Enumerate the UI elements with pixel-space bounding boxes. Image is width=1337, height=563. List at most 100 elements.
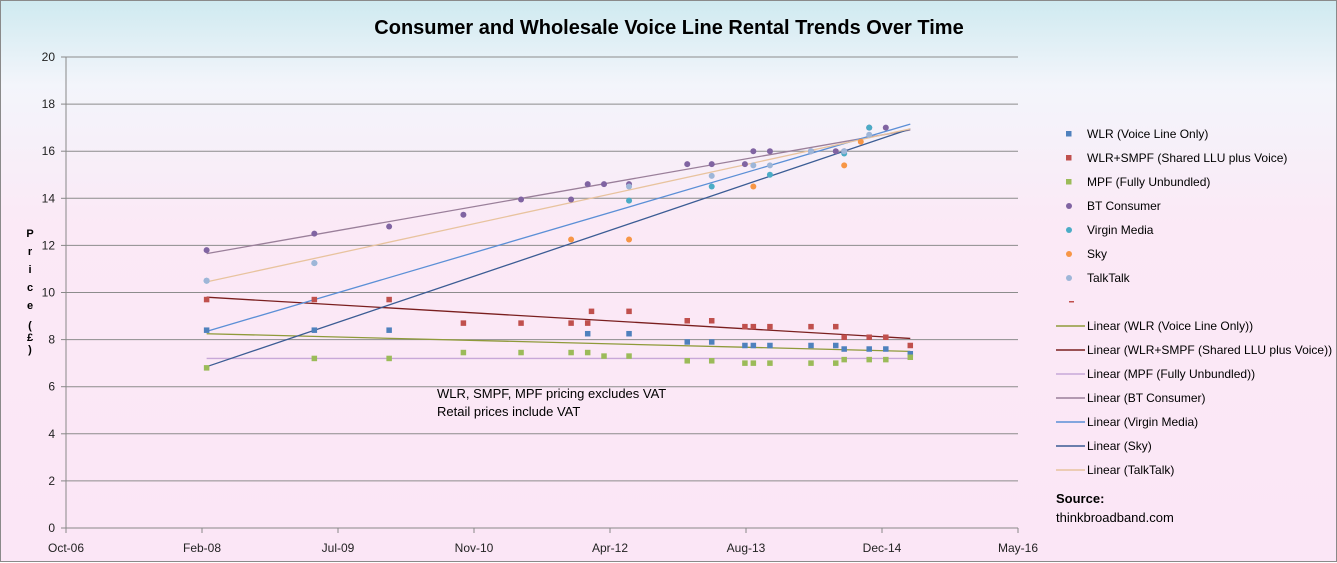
legend-label-wlr-voice-line-only: WLR (Voice Line Only) [1087,127,1208,141]
point-bt-consumer [750,148,757,155]
point-virgin-media [626,197,633,204]
y-tick-label: 14 [42,191,56,205]
point-wlr-smpf-shared-llu-plus-voice [866,334,872,340]
point-wlr-smpf-shared-llu-plus-voice [203,296,210,303]
point-wlr-voice-line-only [386,327,392,333]
point-talktalk [750,162,757,169]
legend-label-linear-mpf-fully-unbundled: Linear (MPF (Fully Unbundled)) [1087,367,1255,381]
point-talktalk [203,277,210,284]
legend-label-linear-talktalk: Linear (TalkTalk) [1087,463,1174,477]
legend-label-linear-wlr-voice-line-only: Linear (WLR (Voice Line Only)) [1087,319,1253,333]
legend-label-wlr-smpf-shared-llu-plus-voice: WLR+SMPF (Shared LLU plus Voice) [1087,151,1287,165]
trendline-linear-wlr-voice-line-only [206,333,911,353]
y-axis-label-char: i [28,264,31,276]
x-tick-label: May-16 [998,541,1038,555]
point-mpf-fully-unbundled [684,358,690,364]
point-sky [626,236,633,243]
point-bt-consumer [708,161,715,168]
point-bt-consumer [832,148,839,155]
point-wlr-smpf-shared-llu-plus-voice [588,308,595,315]
trendline-linear-bt-consumer [206,129,911,255]
point-wlr-voice-line-only [708,339,715,345]
y-axis-label-char: r [28,246,33,258]
y-axis-label-char: P [26,228,33,240]
point-wlr-voice-line-only [584,330,591,337]
legend-label-linear-bt-consumer: Linear (BT Consumer) [1087,391,1206,405]
legend-marker-talktalk [1066,275,1072,281]
legend-label-mpf-fully-unbundled: MPF (Fully Unbundled) [1087,175,1210,189]
point-mpf-fully-unbundled [386,355,392,362]
x-tick-label: Nov-10 [455,541,494,555]
point-wlr-voice-line-only [750,342,757,349]
legend-marker-wlr-voice-line-only [1066,131,1072,137]
x-tick-label: Feb-08 [183,541,221,555]
point-mpf-fully-unbundled [203,365,210,371]
y-tick-label: 8 [48,333,55,347]
y-axis-label-char: £ [27,332,33,344]
point-wlr-voice-line-only [626,330,632,337]
point-wlr-voice-line-only [841,346,847,352]
point-wlr-voice-line-only [203,327,210,333]
point-mpf-fully-unbundled [833,360,839,366]
point-wlr-smpf-shared-llu-plus-voice [750,323,757,330]
point-sky [750,183,757,190]
point-bt-consumer [568,196,575,203]
legend-label-linear-sky: Linear (Sky) [1087,439,1152,453]
y-tick-label: 10 [42,286,56,300]
point-talktalk [866,131,873,138]
trendline-linear-wlr-smpf-shared-llu-plus-voice [206,296,911,340]
axes: 0 2 4 6 8 10 12 14 16 18 20 Oct-06 Feb-08 Jul-09 Nov-1… [42,50,1039,555]
point-mpf-fully-unbundled [601,353,607,359]
annotation-text: WLR, SMPF, MPF pricing excludes VAT [437,386,666,401]
chart-title: Consumer and Wholesale Voice Line Rental… [374,17,963,39]
legend-label-sky: Sky [1087,247,1107,261]
point-wlr-voice-line-only [808,342,814,349]
point-mpf-fully-unbundled [841,356,847,363]
trendlines [206,123,911,368]
legend-marker-virgin-media [1066,227,1072,233]
point-wlr-smpf-shared-llu-plus-voice [767,323,773,330]
source-label: Source: [1056,491,1104,506]
y-tick-label: 6 [48,380,55,394]
point-mpf-fully-unbundled [750,360,757,366]
legend-label-virgin-media: Virgin Media [1087,223,1154,237]
point-sky [568,236,575,243]
point-wlr-voice-line-only [866,346,872,352]
point-mpf-fully-unbundled [708,358,715,364]
y-tick-label: 20 [42,50,56,64]
point-talktalk [841,148,848,155]
y-tick-label: 0 [48,521,55,535]
point-bt-consumer [684,161,691,168]
point-virgin-media [766,171,773,178]
point-mpf-fully-unbundled [742,360,748,366]
y-tick-label: 12 [42,238,56,252]
point-mpf-fully-unbundled [866,356,872,363]
trendline-linear-sky [206,128,911,368]
legend-marker-wlr-smpf-shared-llu-plus-voice [1066,155,1072,161]
point-sky [841,162,848,169]
point-wlr-smpf-shared-llu-plus-voice [684,318,690,324]
point-bt-consumer [386,223,393,230]
x-tick-label: Oct-06 [48,541,84,555]
point-mpf-fully-unbundled [883,356,889,363]
point-mpf-fully-unbundled [584,349,591,356]
point-wlr-voice-line-only [684,339,690,345]
annotation-text: Retail prices include VAT [437,404,580,419]
point-wlr-smpf-shared-llu-plus-voice [907,342,914,349]
point-bt-consumer [203,247,210,254]
point-bt-consumer [601,181,608,188]
y-tick-label: 16 [42,144,56,158]
point-talktalk [766,162,773,169]
legend-label-bt-consumer: BT Consumer [1087,199,1161,213]
point-mpf-fully-unbundled [907,354,914,361]
y-axis-label-char: e [27,300,33,312]
point-talktalk [708,172,715,179]
point-wlr-smpf-shared-llu-plus-voice [626,308,632,315]
point-bt-consumer [311,230,318,237]
point-wlr-smpf-shared-llu-plus-voice [568,320,574,326]
point-bt-consumer [460,211,467,218]
trendline-linear-talktalk [206,128,911,283]
y-tick-label: 18 [42,97,56,111]
point-bt-consumer [766,148,773,155]
y-axis-label-char: ) [28,344,32,356]
